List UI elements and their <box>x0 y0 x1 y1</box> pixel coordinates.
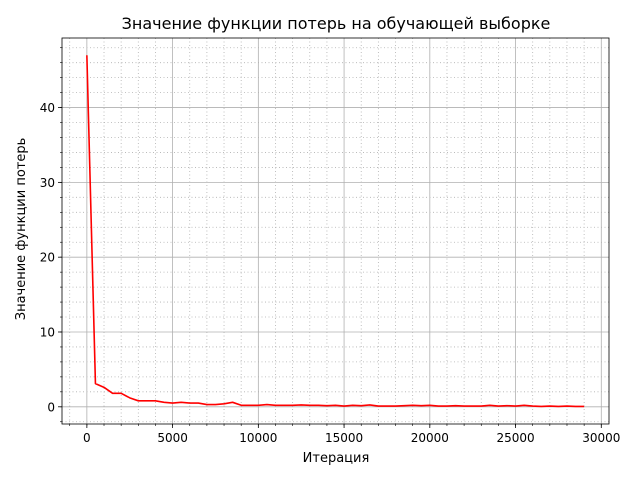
x-tick-label: 0 <box>83 431 91 445</box>
y-tick-label: 0 <box>47 400 55 414</box>
x-axis-label: Итерация <box>303 451 370 466</box>
y-tick-label: 40 <box>40 101 55 115</box>
tick-layer: 0 5000 10000 15000 20000 25000 30000 0 10 20 30 40 <box>40 47 620 445</box>
series-layer <box>86 55 585 408</box>
x-tick-label: 20000 <box>411 431 449 445</box>
loss-series-line <box>86 55 585 408</box>
y-tick-label: 10 <box>40 325 55 339</box>
x-tick-label: 5000 <box>157 431 188 445</box>
y-tick-label: 20 <box>40 251 55 265</box>
x-tick-label: 25000 <box>496 431 534 445</box>
y-axis-label: Значение функции потерь <box>14 138 29 321</box>
x-tick-label: 15000 <box>325 431 363 445</box>
chart-title: Значение функции потерь на обучающей выб… <box>122 14 551 33</box>
x-tick-label: 10000 <box>239 431 277 445</box>
minor-grid <box>62 38 609 424</box>
plot-frame <box>61 37 610 425</box>
y-tick-label: 30 <box>40 176 55 190</box>
x-tick-label: 30000 <box>582 431 620 445</box>
major-grid <box>62 38 609 424</box>
